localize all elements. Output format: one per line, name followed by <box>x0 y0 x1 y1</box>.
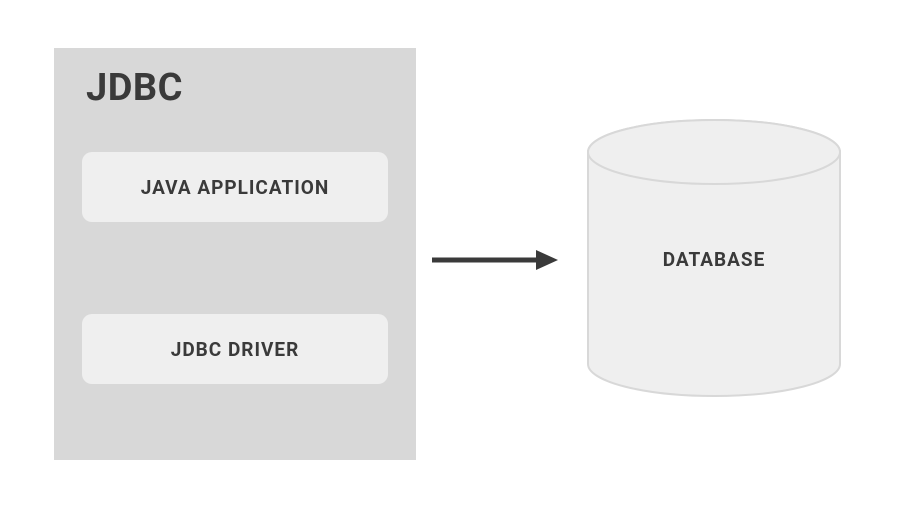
jdbc-panel: JDBC JAVA APPLICATION JDBC DRIVER <box>54 48 416 460</box>
database-cylinder: DATABASE <box>586 118 842 398</box>
database-label: DATABASE <box>586 248 842 271</box>
jdbc-title: JDBC <box>86 66 388 110</box>
arrow <box>432 246 558 274</box>
jdbc-driver-box: JDBC DRIVER <box>82 314 388 384</box>
java-application-box: JAVA APPLICATION <box>82 152 388 222</box>
